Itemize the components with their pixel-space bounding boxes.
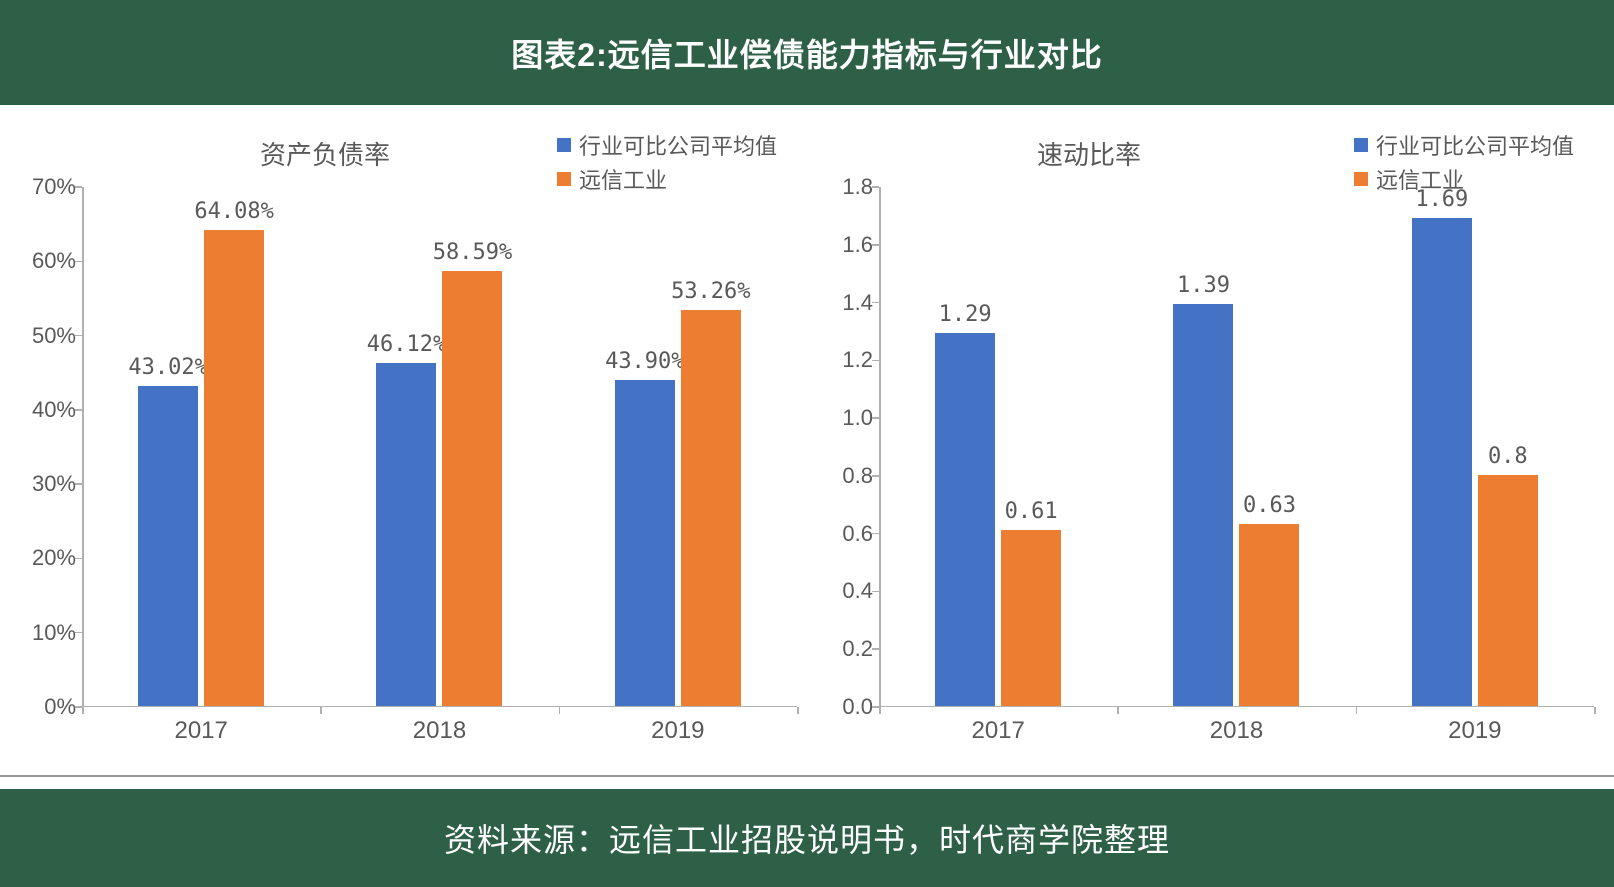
chart-right-y-axis: 0.00.20.40.60.81.01.21.41.61.8: [817, 187, 879, 707]
chart-right-x-axis: 201720182019: [879, 707, 1594, 761]
legend-series1: 行业可比公司平均值: [557, 129, 777, 161]
bar-series1: 43.90%: [615, 380, 675, 706]
y-tick-label: 0%: [44, 694, 76, 720]
chart-right-plot: 1.290.611.390.631.690.8: [879, 187, 1594, 707]
x-category-label: 2018: [1117, 717, 1355, 745]
y-tick-label: 50%: [32, 323, 76, 349]
y-tick-label: 1.6: [842, 232, 873, 258]
bar-series2: 0.8: [1478, 475, 1538, 706]
bar-group: 1.290.61: [879, 187, 1117, 706]
bar-series1: 43.02%: [138, 386, 198, 706]
bar-series1: 1.29: [935, 333, 995, 706]
chart-right-panel: 速动比率 行业可比公司平均值 远信工业 0.00.20.40.60.81.01.…: [807, 123, 1604, 777]
bar-value-label: 53.26%: [671, 279, 750, 304]
legend-swatch-series2: [557, 172, 571, 186]
bar-group: 46.12%58.59%: [320, 187, 558, 706]
bar-group: 1.390.63: [1117, 187, 1355, 706]
x-category-label: 2018: [320, 717, 558, 745]
y-tick-label: 0.0: [842, 694, 873, 720]
chart-right-title: 速动比率: [1037, 135, 1141, 172]
bar-value-label: 58.59%: [433, 240, 512, 265]
bar-series2: 0.63: [1239, 524, 1299, 706]
bar-series2: 53.26%: [681, 310, 741, 706]
chart-left-plot: 43.02%64.08%46.12%58.59%43.90%53.26%: [82, 187, 797, 707]
legend-series1: 行业可比公司平均值: [1354, 129, 1574, 161]
bar-value-label: 1.39: [1177, 273, 1230, 298]
legend-swatch-series1: [1354, 138, 1368, 152]
bar-value-label: 1.29: [939, 302, 992, 327]
charts-row: 资产负债率 行业可比公司平均值 远信工业 0%10%20%30%40%50%60…: [0, 105, 1614, 777]
footer-band: 资料来源：远信工业招股说明书，时代商学院整理: [0, 789, 1614, 887]
bar-value-label: 0.63: [1243, 493, 1296, 518]
y-tick-label: 30%: [32, 471, 76, 497]
bar-value-label: 0.8: [1488, 444, 1528, 469]
legend-label-series1: 行业可比公司平均值: [1376, 129, 1574, 161]
y-tick-label: 1.8: [842, 174, 873, 200]
separator-line: [0, 775, 1614, 777]
bar-series2: 58.59%: [442, 271, 502, 706]
bar-series1: 1.69: [1412, 218, 1472, 706]
chart-left-y-axis: 0%10%20%30%40%50%60%70%: [20, 187, 82, 707]
legend-swatch-series1: [557, 138, 571, 152]
y-tick-label: 1.4: [842, 290, 873, 316]
bar-group: 1.690.8: [1356, 187, 1594, 706]
x-category-label: 2017: [879, 717, 1117, 745]
x-category-label: 2017: [82, 717, 320, 745]
bar-value-label: 64.08%: [194, 199, 273, 224]
y-tick-label: 1.2: [842, 347, 873, 373]
y-tick-label: 70%: [32, 174, 76, 200]
footer-source-text: 资料来源：远信工业招股说明书，时代商学院整理: [444, 815, 1170, 861]
chart-left-panel: 资产负债率 行业可比公司平均值 远信工业 0%10%20%30%40%50%60…: [10, 123, 807, 777]
bar-group: 43.90%53.26%: [559, 187, 797, 706]
bar-series2: 0.61: [1001, 530, 1061, 706]
y-tick-label: 0.6: [842, 521, 873, 547]
y-tick-label: 1.0: [842, 405, 873, 431]
y-tick-label: 0.2: [842, 636, 873, 662]
bar-series2: 64.08%: [204, 230, 264, 706]
header-band: 图表2:远信工业偿债能力指标与行业对比: [0, 0, 1614, 105]
x-category-label: 2019: [559, 717, 797, 745]
bar-value-label: 1.69: [1415, 187, 1468, 212]
bar-value-label: 43.90%: [605, 349, 684, 374]
y-tick-label: 0.4: [842, 578, 873, 604]
y-tick-label: 60%: [32, 248, 76, 274]
y-tick-label: 40%: [32, 397, 76, 423]
bar-value-label: 43.02%: [128, 355, 207, 380]
bar-series1: 46.12%: [376, 363, 436, 706]
bar-group: 43.02%64.08%: [82, 187, 320, 706]
chart-left-title: 资产负债率: [260, 135, 390, 172]
y-tick-label: 20%: [32, 545, 76, 571]
x-category-label: 2019: [1356, 717, 1594, 745]
bar-value-label: 46.12%: [367, 332, 446, 357]
y-tick-label: 0.8: [842, 463, 873, 489]
legend-label-series1: 行业可比公司平均值: [579, 129, 777, 161]
y-tick-label: 10%: [32, 620, 76, 646]
bar-value-label: 0.61: [1005, 499, 1058, 524]
legend-swatch-series2: [1354, 172, 1368, 186]
chart-main-title: 图表2:远信工业偿债能力指标与行业对比: [511, 30, 1102, 76]
bar-series1: 1.39: [1173, 304, 1233, 706]
chart-left-x-axis: 201720182019: [82, 707, 797, 761]
